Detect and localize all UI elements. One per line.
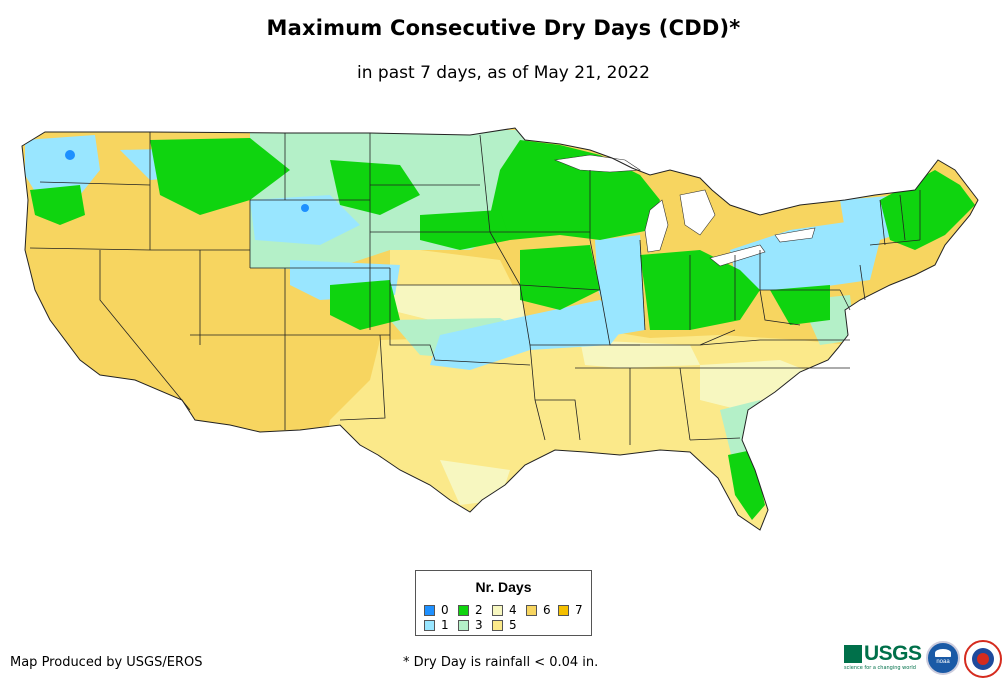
footnote-text: * Dry Day is rainfall < 0.04 in.: [403, 655, 599, 670]
cdd-1-day-area: [730, 220, 880, 290]
legend-item-3: 3: [458, 618, 483, 632]
legend-swatch: [458, 619, 469, 631]
cdd-2-day-area: [330, 280, 400, 330]
map-subtitle: in past 7 days, as of May 21, 2022: [357, 63, 650, 83]
legend-swatch: [424, 604, 435, 616]
legend-label: 3: [475, 618, 483, 632]
legend-item-5: 5: [492, 618, 517, 632]
legend-item-0: 0: [424, 603, 449, 617]
map-title: Maximum Consecutive Dry Days (CDD)*: [266, 16, 741, 40]
lake-erie: [709, 244, 766, 267]
legend-label: 1: [441, 618, 449, 632]
cdd-0-day-area: [301, 204, 309, 212]
noaa-logo: noaa: [926, 641, 960, 675]
state-boundaries: [29, 132, 921, 445]
legend-swatch: [558, 604, 569, 616]
legend-item-1: 1: [424, 618, 449, 632]
legend-label: 4: [509, 603, 517, 617]
noaa-bird-icon: [935, 649, 951, 657]
cdd-1-day-area: [25, 135, 100, 200]
nws-logo: [964, 640, 1002, 678]
usgs-logo-text: USGS: [864, 642, 922, 665]
usgs-wave-icon: [844, 645, 862, 663]
cdd-1-day-area: [250, 195, 360, 245]
cdd-2-day-area: [330, 160, 420, 215]
legend-label: 6: [543, 603, 551, 617]
legend-swatch: [526, 604, 537, 616]
legend-label: 2: [475, 603, 483, 617]
lake-superior: [553, 154, 641, 173]
cdd-1-day-area: [595, 235, 645, 335]
cdd-1-day-area: [430, 300, 630, 370]
cdd-2-day-area: [770, 285, 830, 325]
cdd-2-day-area: [420, 210, 510, 250]
cdd-4-day-area: [580, 340, 700, 368]
cdd-2-day-area: [520, 245, 600, 310]
nws-burst-icon: [977, 653, 989, 665]
legend-swatch: [492, 604, 503, 616]
legend-item-7: 7: [558, 603, 583, 617]
conus-outline: [21, 127, 979, 531]
legend-title: Nr. Days: [475, 579, 532, 595]
legend-swatch: [492, 619, 503, 631]
legend-label: 7: [575, 603, 583, 617]
legend-item-6: 6: [526, 603, 551, 617]
usgs-tagline: science for a changing world: [844, 665, 916, 671]
cdd-0-day-area: [65, 150, 75, 160]
usgs-logo: USGS science for a changing world: [844, 642, 922, 671]
lake-huron: [679, 189, 716, 236]
cdd-2-day-area: [150, 138, 290, 215]
legend-label: 5: [509, 618, 517, 632]
noaa-logo-text: noaa: [936, 659, 950, 665]
legend-label: 0: [441, 603, 449, 617]
legend-item-4: 4: [492, 603, 517, 617]
legend: Nr. Days 0 2 4 6 7 1 3 5: [415, 570, 592, 636]
legend-swatch: [458, 604, 469, 616]
credit-text: Map Produced by USGS/EROS: [10, 655, 203, 670]
cdd-2-day-area: [490, 140, 660, 240]
cdd-2-day-area: [30, 185, 85, 225]
legend-swatch: [424, 619, 435, 631]
lake-michigan: [644, 199, 669, 253]
cdd-2-day-area: [640, 250, 760, 330]
lake-ontario: [774, 227, 816, 243]
legend-item-2: 2: [458, 603, 483, 617]
